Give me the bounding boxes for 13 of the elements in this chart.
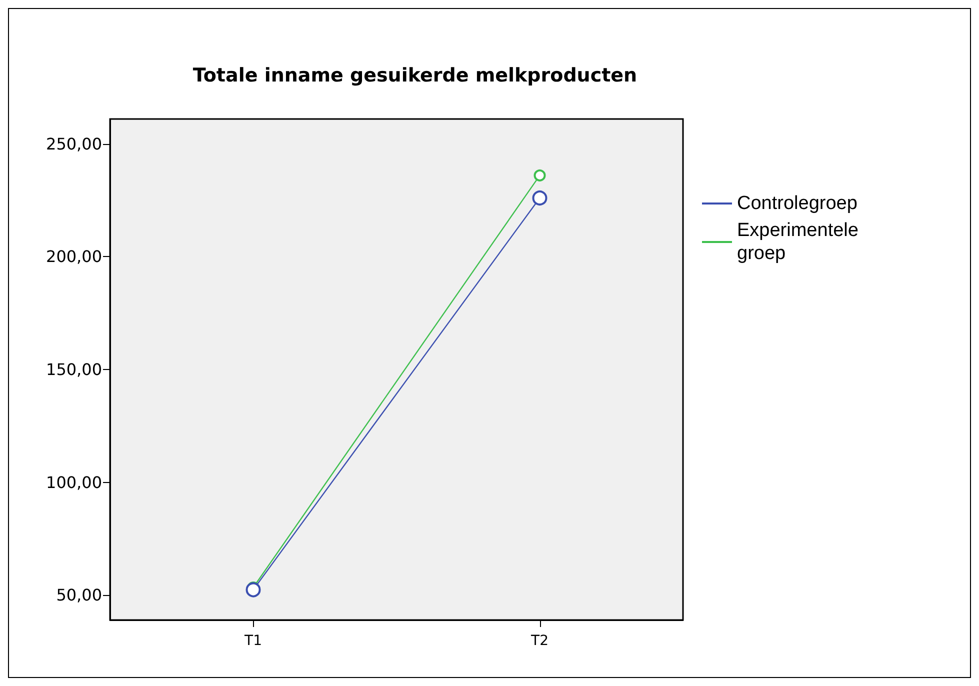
y-tick-label: 200,00 bbox=[46, 247, 102, 266]
x-tick-label: T1 bbox=[244, 633, 262, 649]
x-tick-label: T2 bbox=[530, 633, 548, 649]
point bbox=[532, 190, 548, 206]
point bbox=[534, 169, 546, 182]
y-tick-label: 50,00 bbox=[56, 586, 102, 605]
y-tick-label: 250,00 bbox=[46, 134, 102, 154]
legend-label: Controlegroep bbox=[737, 193, 858, 214]
y-tick-label: 100,00 bbox=[46, 472, 102, 492]
y-tick-label: 150,00 bbox=[46, 360, 102, 379]
legend-label: Experimentele groep bbox=[737, 220, 864, 264]
chart-title: Totale inname gesuikerde melkproducten bbox=[192, 64, 638, 86]
point bbox=[246, 582, 261, 598]
